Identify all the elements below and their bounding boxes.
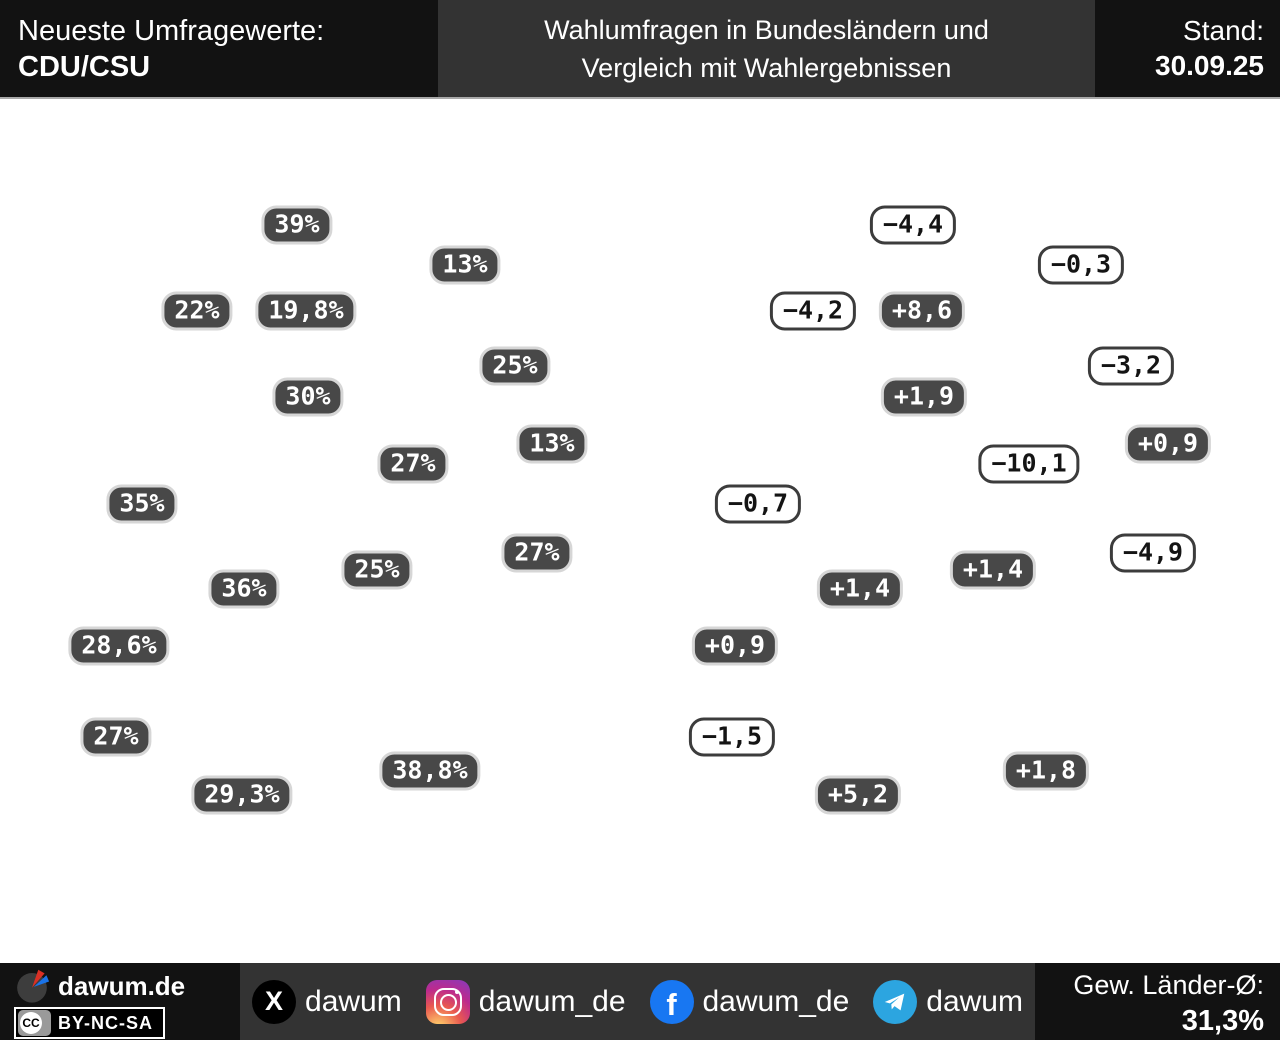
state-label-diff-nw: −0,7 xyxy=(714,484,802,524)
state-label-polls-nw: 35% xyxy=(106,484,178,524)
state-label-polls-sh: 39% xyxy=(261,205,333,245)
header-left-panel: Neueste Umfragewerte: CDU/CSU xyxy=(0,0,438,97)
social-telegram[interactable]: dawum xyxy=(873,979,1023,1024)
state-label-diff-by: +1,8 xyxy=(1002,751,1090,791)
state-label-diff-he: +1,4 xyxy=(816,569,904,609)
state-label-diff-th: +1,4 xyxy=(949,550,1037,590)
facebook-icon: f xyxy=(649,979,694,1024)
header-title-panel: Wahlumfragen in Bundesländern und Vergle… xyxy=(438,0,1095,97)
x-icon: X xyxy=(252,979,297,1024)
social-instagram[interactable]: dawum_de xyxy=(425,979,626,1024)
page-title-line2: Vergleich mit Wahlergebnissen xyxy=(581,52,952,83)
footer-bar: dawum.de CC BY-NC-SA X dawum dawum_de f … xyxy=(0,963,1280,1040)
state-label-polls-ni: 30% xyxy=(272,377,344,417)
state-label-diff-hh: +8,6 xyxy=(878,291,966,331)
state-label-polls-he: 36% xyxy=(208,569,280,609)
footer-average-panel: Gew. Länder-Ø: 31,3% xyxy=(1035,963,1280,1040)
cc-license-badge[interactable]: CC BY-NC-SA xyxy=(14,1007,166,1039)
state-label-polls-bb: 13% xyxy=(516,424,588,464)
average-value: 31,3% xyxy=(1181,1004,1264,1037)
state-label-polls-sn: 27% xyxy=(501,533,573,573)
header-subtitle: Neueste Umfragewerte: xyxy=(18,15,325,47)
map-diff-values: −4,4 −0,3 −4,2 +8,6 +1,9 −3,2 +0,9 −10,1 −0,7 +1,… xyxy=(631,115,1256,965)
state-label-polls-st: 27% xyxy=(377,444,449,484)
state-label-diff-be: −3,2 xyxy=(1087,346,1175,386)
social-facebook[interactable]: f dawum_de xyxy=(649,979,850,1024)
map-poll-values: 39% 13% 22% 19,8% 30% 25% 13% 27% 35% 36% 25% 27% 28… xyxy=(15,115,640,965)
state-label-diff-mv: −0,3 xyxy=(1037,245,1125,285)
header-date-panel: Stand: 30.09.25 xyxy=(1095,0,1280,97)
maps-area: 39% 13% 22% 19,8% 30% 25% 13% 27% 35% 36% 25% 27% 28… xyxy=(0,99,1280,963)
social-x[interactable]: X dawum xyxy=(252,979,402,1024)
cc-license-text: BY-NC-SA xyxy=(58,1012,154,1033)
footer-social-panel: X dawum dawum_de f dawum_de dawum xyxy=(240,963,1035,1040)
state-label-diff-sl: −1,5 xyxy=(688,717,776,757)
header-bar: Neueste Umfragewerte: CDU/CSU Wahlumfrag… xyxy=(0,0,1280,99)
state-label-polls-rp: 28,6% xyxy=(68,626,170,666)
state-label-polls-mv: 13% xyxy=(429,245,501,285)
state-label-polls-be: 25% xyxy=(479,346,551,386)
telegram-icon xyxy=(873,979,918,1024)
state-label-diff-sh: −4,4 xyxy=(869,205,957,245)
social-facebook-handle: dawum_de xyxy=(702,984,850,1018)
state-label-polls-th: 25% xyxy=(341,550,413,590)
state-label-diff-bw: +5,2 xyxy=(814,775,902,815)
state-label-polls-bw: 29,3% xyxy=(191,775,293,815)
state-label-diff-rp: +0,9 xyxy=(691,626,779,666)
footer-brand-panel: dawum.de CC BY-NC-SA xyxy=(0,963,240,1040)
state-label-polls-hh: 19,8% xyxy=(255,291,357,331)
state-label-diff-hb: −4,2 xyxy=(769,291,857,331)
state-label-polls-by: 38,8% xyxy=(379,751,481,791)
instagram-icon xyxy=(425,979,470,1024)
state-label-diff-sn: −4,9 xyxy=(1109,533,1197,573)
brand-name[interactable]: dawum.de xyxy=(58,970,186,1001)
date-label: Stand: xyxy=(1183,15,1264,46)
header-party: CDU/CSU xyxy=(18,51,151,84)
average-label: Gew. Länder-Ø: xyxy=(1073,970,1264,1000)
social-x-handle: dawum xyxy=(305,984,402,1018)
dawum-logo-icon xyxy=(17,969,50,1003)
state-label-polls-hb: 22% xyxy=(161,291,233,331)
state-label-polls-sl: 27% xyxy=(80,717,152,757)
social-telegram-handle: dawum xyxy=(926,984,1023,1018)
social-instagram-handle: dawum_de xyxy=(478,984,626,1018)
state-label-diff-bb: +0,9 xyxy=(1124,424,1212,464)
date-value: 30.09.25 xyxy=(1155,50,1264,81)
state-label-diff-st: −10,1 xyxy=(978,444,1080,484)
page-title-line1: Wahlumfragen in Bundesländern und xyxy=(544,15,989,45)
state-label-diff-ni: +1,9 xyxy=(880,377,968,417)
cc-icon: CC xyxy=(18,1010,51,1036)
